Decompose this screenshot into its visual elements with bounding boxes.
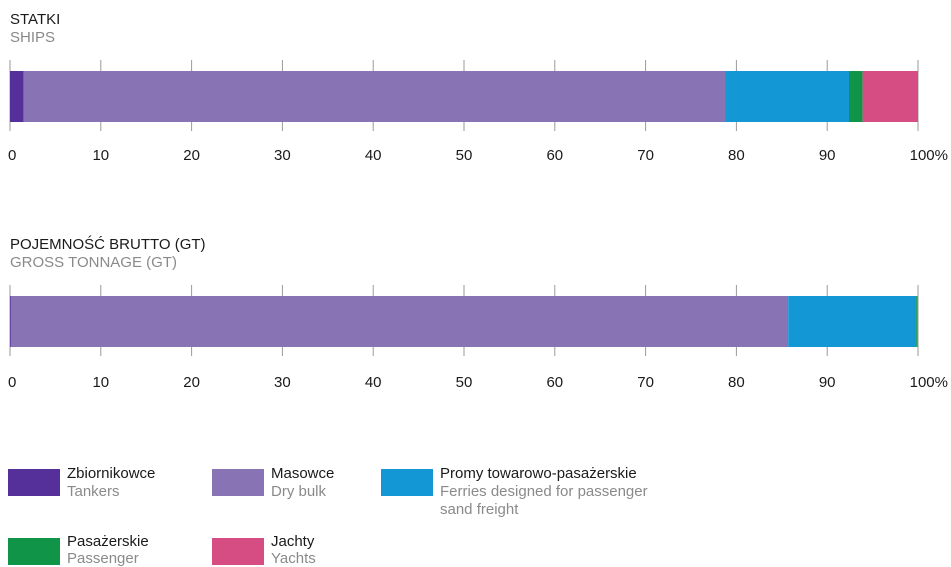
legend-label-en: Yachts — [271, 550, 316, 567]
tick-label: 20 — [183, 147, 200, 164]
legend-label-en-line2: sand freight — [440, 501, 519, 518]
tick-label: 40 — [365, 374, 382, 391]
legend-label-en: Passenger — [67, 550, 139, 567]
legend-swatch-tankers — [8, 469, 60, 496]
legend-item-yachts: Jachty Yachts — [212, 533, 316, 567]
bar-segment-promy-towarowo-pasazerskie — [725, 71, 849, 122]
bar-segment-zbiornikowce — [10, 71, 24, 122]
legend-label-pl: Masowce — [271, 465, 334, 482]
ships-bar-group — [10, 71, 918, 122]
tick-label: 20 — [183, 374, 200, 391]
bar-segment-pasazerskie — [916, 296, 918, 347]
tick-label: 70 — [637, 374, 654, 391]
legend-item-passenger: Pasażerskie Passenger — [8, 533, 149, 567]
tick-label: 40 — [365, 147, 382, 164]
bar-segment-jachty — [917, 296, 918, 347]
legend-swatch-passenger — [8, 538, 60, 565]
tick-label: 10 — [92, 374, 109, 391]
legend-swatch-yachts — [212, 538, 264, 565]
chart-subtitle-gt: GROSS TONNAGE (GT) — [10, 254, 177, 271]
legend-label-pl: Promy towarowo-pasażerskie — [440, 465, 637, 482]
legend-item-dry-bulk: Masowce Dry bulk — [212, 465, 334, 500]
tick-label: 90 — [819, 374, 836, 391]
tick-label: 100% — [910, 374, 948, 391]
legend-swatch-ferries — [381, 469, 433, 496]
chart-title-ships: STATKI — [10, 11, 60, 28]
tick-label: 80 — [728, 147, 745, 164]
tick-label: 50 — [456, 147, 473, 164]
legend-label-pl: Pasażerskie — [67, 533, 149, 550]
gt-bar-group — [10, 296, 918, 347]
bar-segment-masowce — [10, 296, 789, 347]
tick-label: 60 — [546, 374, 563, 391]
bar-segment-zbiornikowce — [10, 296, 11, 347]
chart-subtitle-ships: SHIPS — [10, 29, 55, 46]
tick-label: 50 — [456, 374, 473, 391]
tick-label: 100% — [910, 147, 948, 164]
tick-label: 60 — [546, 147, 563, 164]
legend-label-en: Dry bulk — [271, 483, 327, 500]
bar-segment-promy-towarowo-pasazerskie — [788, 296, 917, 347]
tick-label: 0 — [8, 374, 16, 391]
legend-label-en: Ferries designed for passenger — [440, 483, 648, 500]
legend-label-pl: Zbiornikowce — [67, 465, 155, 482]
chart-title-gt: POJEMNOŚĆ BRUTTO (GT) — [10, 235, 206, 253]
tick-label: 80 — [728, 374, 745, 391]
bar-segment-masowce — [23, 71, 726, 122]
tick-label: 10 — [92, 147, 109, 164]
tick-label: 90 — [819, 147, 836, 164]
legend-label-pl: Jachty — [271, 533, 315, 550]
tick-label: 0 — [8, 147, 16, 164]
bar-segment-pasazerskie — [848, 71, 863, 122]
tick-label: 30 — [274, 374, 291, 391]
bar-segment-jachty — [862, 71, 918, 122]
legend-swatch-dry-bulk — [212, 469, 264, 496]
legend: Zbiornikowce Tankers Masowce Dry bulk Pr… — [8, 465, 648, 567]
legend-label-en: Tankers — [67, 483, 120, 500]
tick-label: 30 — [274, 147, 291, 164]
legend-item-ferries: Promy towarowo-pasażerskie Ferries desig… — [381, 465, 648, 518]
legend-item-tankers: Zbiornikowce Tankers — [8, 465, 155, 500]
tick-label: 70 — [637, 147, 654, 164]
